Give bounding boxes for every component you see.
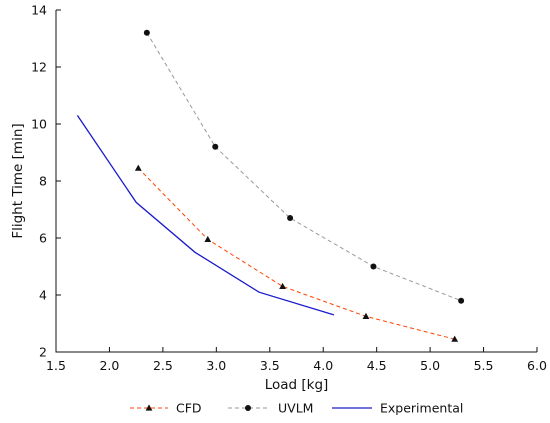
x-tick-label: 5.5 xyxy=(474,358,494,373)
data-point-uvlm xyxy=(287,215,294,222)
x-tick-label: 6.0 xyxy=(527,358,547,373)
y-tick-label: 10 xyxy=(31,117,47,132)
legend-label-cfd: CFD xyxy=(176,401,202,416)
y-tick-label: 6 xyxy=(39,231,47,246)
x-tick-label: 2.5 xyxy=(153,358,173,373)
series-line-cfd xyxy=(137,167,455,340)
y-tick-label: 12 xyxy=(31,60,47,75)
y-tick-label: 4 xyxy=(39,288,47,303)
data-point-uvlm xyxy=(370,263,377,270)
legend-marker-uvlm xyxy=(245,405,251,411)
x-tick-label: 3.0 xyxy=(206,358,226,373)
legend-label-experimental: Experimental xyxy=(380,401,463,416)
data-point-uvlm xyxy=(212,143,219,150)
data-point-cfd xyxy=(451,335,459,342)
data-point-cfd xyxy=(362,312,370,319)
x-tick-label: 2.0 xyxy=(99,358,119,373)
axis-frame xyxy=(55,10,537,353)
x-tick-label: 4.0 xyxy=(313,358,333,373)
data-point-cfd xyxy=(204,235,212,243)
data-point-cfd xyxy=(279,282,287,290)
data-point-uvlm xyxy=(143,29,150,36)
y-tick-label: 8 xyxy=(39,174,47,189)
x-tick-label: 5.0 xyxy=(420,358,440,373)
data-point-cfd xyxy=(134,164,142,171)
series-line-uvlm xyxy=(146,32,462,302)
legend: CFD UVLM Experimental xyxy=(130,401,463,416)
x-tick-label: 1.5 xyxy=(46,358,66,373)
plot-area xyxy=(76,29,465,342)
data-point-uvlm xyxy=(458,297,465,304)
series-line-experimental xyxy=(76,115,335,316)
x-axis-title: Load [kg] xyxy=(265,377,329,393)
axes: 1.5 2.0 2.5 3.0 3.5 4.0 4.5 5.0 5.5 6.0 2 4 6 8 10 12 14… xyxy=(10,3,547,394)
y-axis-title: Flight Time [min] xyxy=(10,123,26,238)
x-tick-label: 4.5 xyxy=(367,358,387,373)
y-tick-label: 14 xyxy=(31,3,47,18)
x-tick-label: 3.5 xyxy=(260,358,280,373)
legend-label-uvlm: UVLM xyxy=(278,401,313,416)
legend-marker-cfd xyxy=(145,404,153,411)
y-tick-label: 2 xyxy=(39,345,47,360)
